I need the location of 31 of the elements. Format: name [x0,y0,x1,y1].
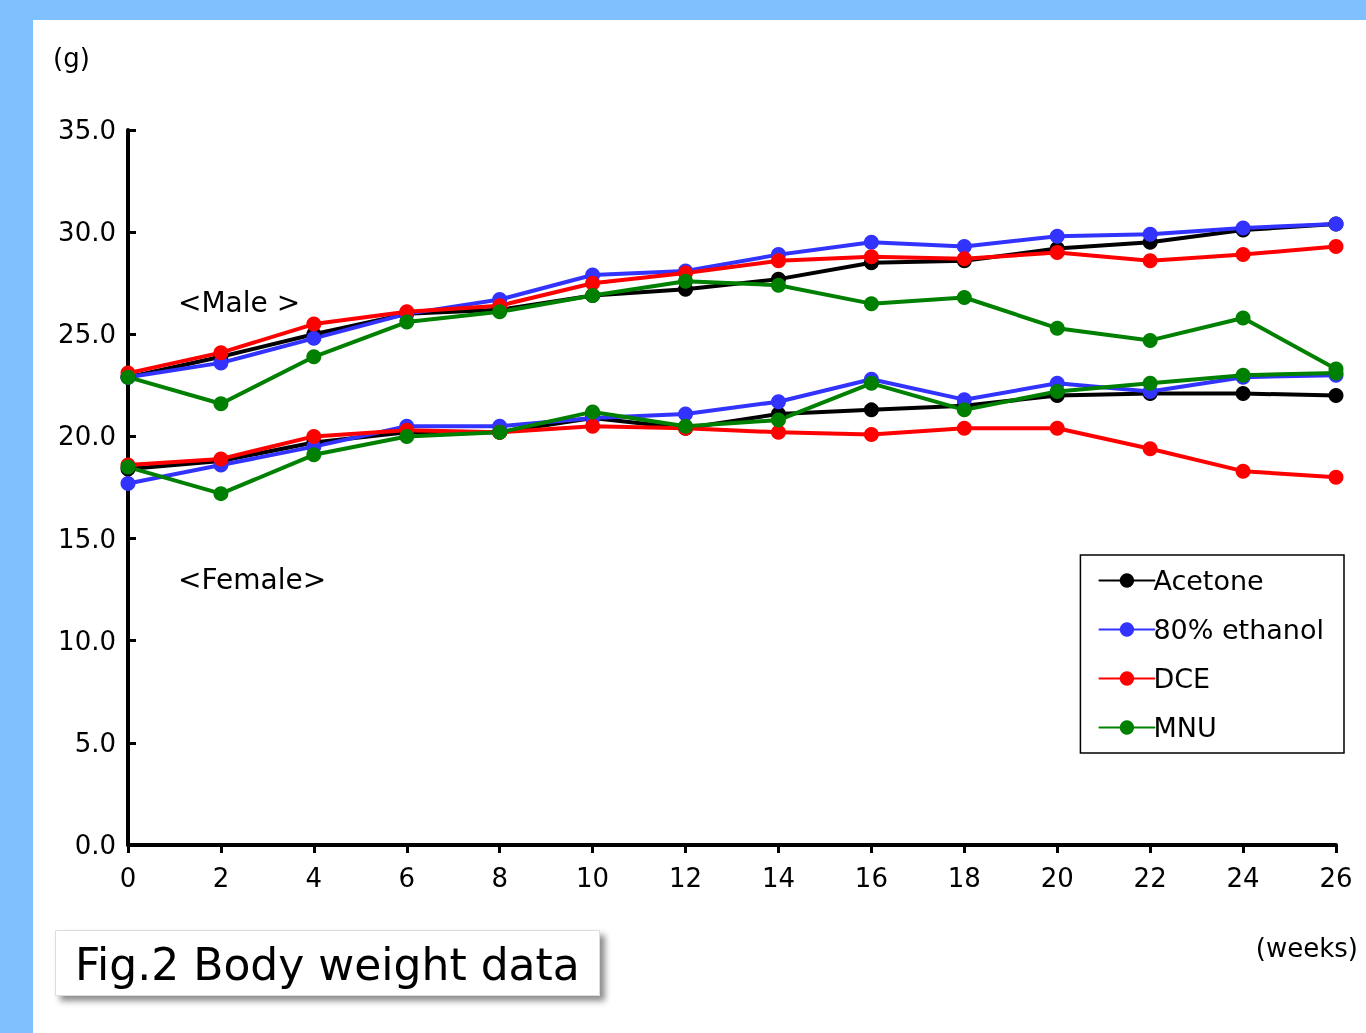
x-tick-label: 26 [1319,863,1353,893]
y-tick-label: 25.0 [58,319,116,350]
x-tick-label: 4 [305,863,323,893]
x-tick-label: 24 [1226,863,1260,893]
y-tick-label: 5.0 [74,727,116,758]
x-tick-label: 18 [947,863,981,893]
y-tick-label: 0.0 [74,830,116,860]
x-axis-title: (weeks) [1255,933,1359,963]
y-tick-label: 10.0 [58,625,116,656]
x-tick-label: 0 [119,863,137,893]
legend-label: DCE [1153,663,1211,694]
y-tick-label: 20.0 [58,421,116,452]
annotation: <Male > [178,285,301,319]
x-tick-label: 16 [854,863,888,893]
y-tick-label: 30.0 [58,217,116,248]
x-tick-label: 10 [576,863,610,893]
x-tick-label: 20 [1040,863,1074,893]
y-tick-label: 35.0 [58,115,116,145]
text: Fig.2 Body weight data [75,938,580,990]
x-tick-label: 6 [398,863,416,893]
x-tick-label: 12 [668,863,703,893]
x-tick-label: 14 [761,863,796,893]
legend-label: Acetone [1153,565,1264,596]
x-tick-label: 2 [212,863,230,893]
annotation: <Female> [178,562,327,596]
x-tick-label: 8 [491,863,508,893]
legend-label: 80% ethanol [1153,614,1325,645]
x-tick-label: 22 [1133,863,1167,893]
y-axis-title: (g) [53,43,90,73]
y-tick-label: 15.0 [58,523,116,554]
legend-label: MNU [1153,712,1217,743]
